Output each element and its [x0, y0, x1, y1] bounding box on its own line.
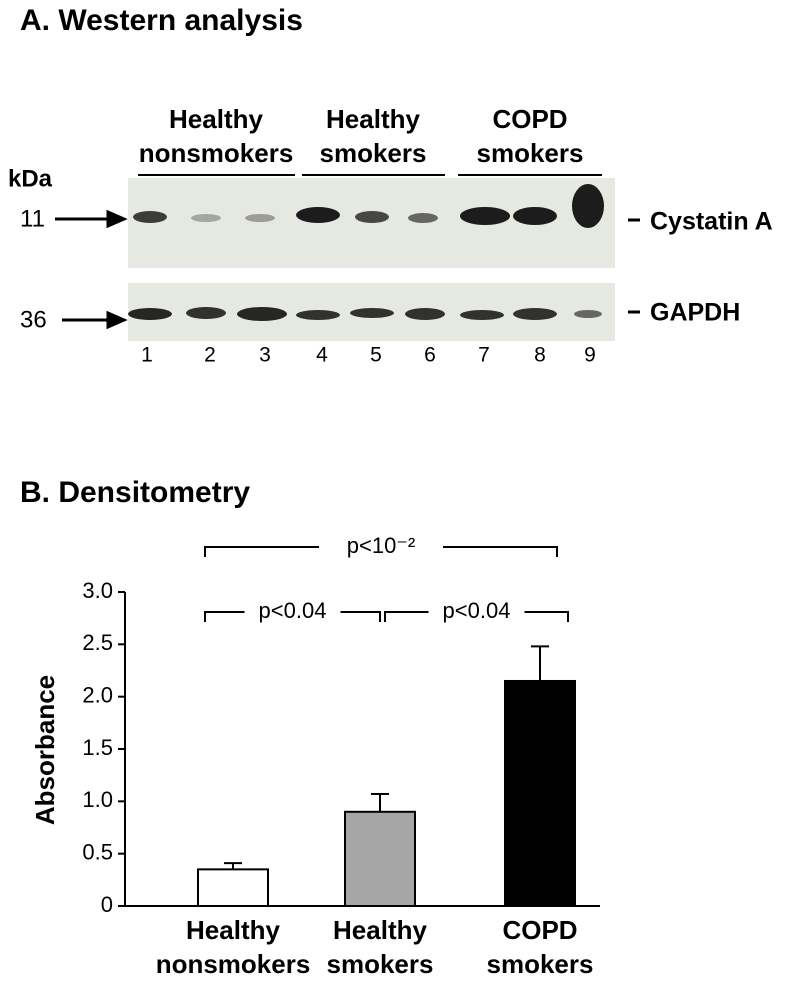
annotation: p<0.04 [259, 598, 327, 623]
lane-number: 8 [534, 344, 546, 367]
bar [197, 868, 269, 907]
lane-number: 4 [316, 344, 328, 367]
bracket [384, 611, 569, 622]
bands [128, 184, 604, 321]
y-tick-label: 1.5 [82, 735, 113, 760]
lane-number: 3 [259, 344, 271, 367]
group-label: COPD smokers [476, 104, 584, 168]
kda-label: kDa [8, 165, 53, 192]
lane-number: 1 [141, 344, 153, 367]
y-tick-label: 1.0 [82, 787, 113, 812]
panel-a-title: A. Western analysis [20, 4, 303, 37]
kda-value: 11 [20, 205, 45, 232]
y-tick-label: 2.5 [82, 630, 113, 655]
lane-number: 2 [204, 344, 216, 367]
y-tick-label: 0 [101, 892, 113, 917]
y-axis-title: Absorbance [30, 675, 60, 825]
protein-label: Cystatin A [650, 208, 773, 236]
x-tick-label: Healthy smokers [326, 915, 434, 979]
group-label: Healthy nonsmokers [138, 104, 294, 168]
bar [504, 679, 576, 908]
y-tick-label: 0.5 [82, 839, 113, 864]
lane-number: 7 [478, 344, 490, 367]
lane-number: 6 [424, 344, 436, 367]
y-tick-label: 3.0 [82, 578, 113, 603]
x-tick-label: COPD smokers [486, 915, 594, 979]
bar [344, 810, 416, 907]
protein-label: GAPDH [650, 299, 740, 327]
y-tick-label: 2.0 [82, 682, 113, 707]
annotation: p<10⁻² [347, 533, 416, 558]
bracket [204, 611, 381, 622]
lane-number: 5 [370, 344, 382, 367]
group-label: Healthy smokers [319, 104, 427, 168]
lane-number: 9 [584, 344, 596, 367]
arrows [55, 174, 640, 330]
bracket [204, 546, 558, 557]
x-tick-label: Healthy nonsmokers [155, 915, 311, 979]
annotation: p<0.04 [443, 598, 511, 623]
chart-title: B. Densitometry [20, 476, 250, 509]
kda-value: 36 [20, 306, 47, 333]
